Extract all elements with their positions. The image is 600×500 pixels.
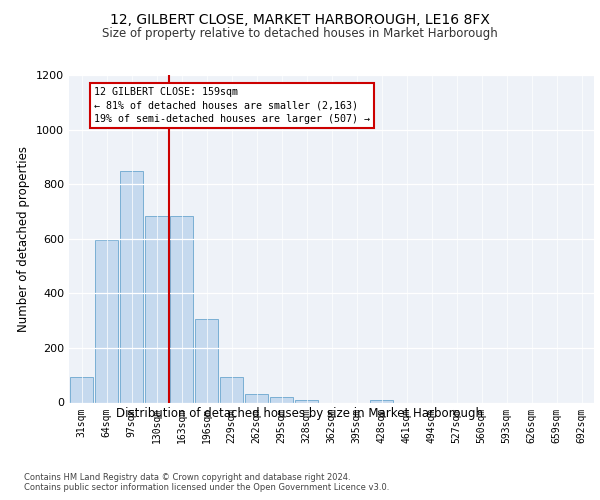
Bar <box>145 216 168 402</box>
Text: 12 GILBERT CLOSE: 159sqm
← 81% of detached houses are smaller (2,163)
19% of sem: 12 GILBERT CLOSE: 159sqm ← 81% of detach… <box>94 88 370 124</box>
Bar <box>170 216 193 402</box>
Y-axis label: Number of detached properties: Number of detached properties <box>17 146 31 332</box>
Text: Contains public sector information licensed under the Open Government Licence v3: Contains public sector information licen… <box>24 484 389 492</box>
Bar <box>95 240 118 402</box>
Text: Contains HM Land Registry data © Crown copyright and database right 2024.: Contains HM Land Registry data © Crown c… <box>24 472 350 482</box>
Bar <box>195 320 218 402</box>
Text: 12, GILBERT CLOSE, MARKET HARBOROUGH, LE16 8FX: 12, GILBERT CLOSE, MARKET HARBOROUGH, LE… <box>110 12 490 26</box>
Bar <box>370 400 393 402</box>
Bar <box>270 397 293 402</box>
Bar <box>295 400 318 402</box>
Bar <box>70 376 93 402</box>
Bar <box>245 394 268 402</box>
Bar <box>220 376 243 402</box>
Text: Distribution of detached houses by size in Market Harborough: Distribution of detached houses by size … <box>116 408 484 420</box>
Bar <box>120 170 143 402</box>
Text: Size of property relative to detached houses in Market Harborough: Size of property relative to detached ho… <box>102 28 498 40</box>
